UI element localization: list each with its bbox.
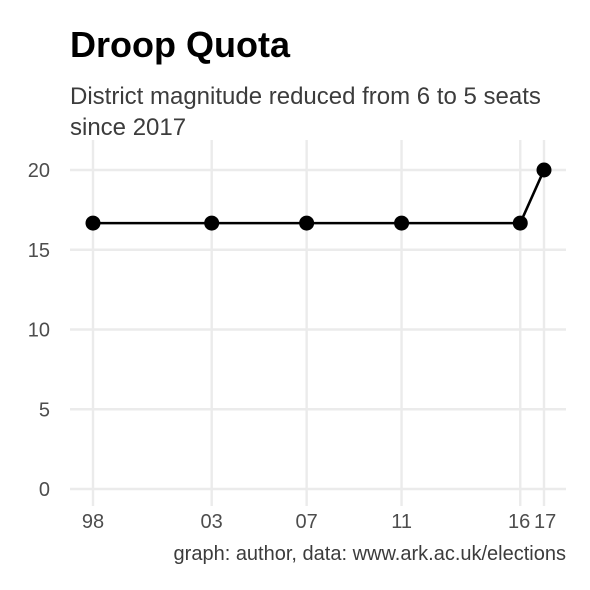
chart-caption: graph: author, data: www.ark.ac.uk/elect…	[174, 541, 566, 567]
y-tick-label: 20	[28, 160, 50, 182]
y-tick-label: 15	[28, 240, 50, 262]
y-tick-label: 5	[39, 399, 50, 421]
x-tick-label: 03	[201, 511, 223, 533]
x-tick-label: 98	[82, 511, 104, 533]
data-point	[86, 216, 101, 231]
x-tick-label: 16	[508, 511, 530, 533]
data-series	[86, 163, 552, 231]
x-tick-label: 11	[391, 511, 412, 533]
data-point	[537, 163, 552, 178]
data-point	[299, 216, 314, 231]
x-tick-label: 17	[534, 511, 556, 533]
data-point	[394, 216, 409, 231]
data-point	[513, 216, 528, 231]
y-tick-label: 10	[28, 320, 50, 342]
series-line	[93, 170, 544, 223]
x-tick-label: 07	[296, 511, 318, 533]
y-tick-label: 0	[39, 479, 50, 501]
axis-tick-labels: 0 5 10 15 20 98 03 07 11 16 17	[28, 160, 557, 533]
data-point	[204, 216, 219, 231]
grid-lines	[70, 140, 566, 506]
